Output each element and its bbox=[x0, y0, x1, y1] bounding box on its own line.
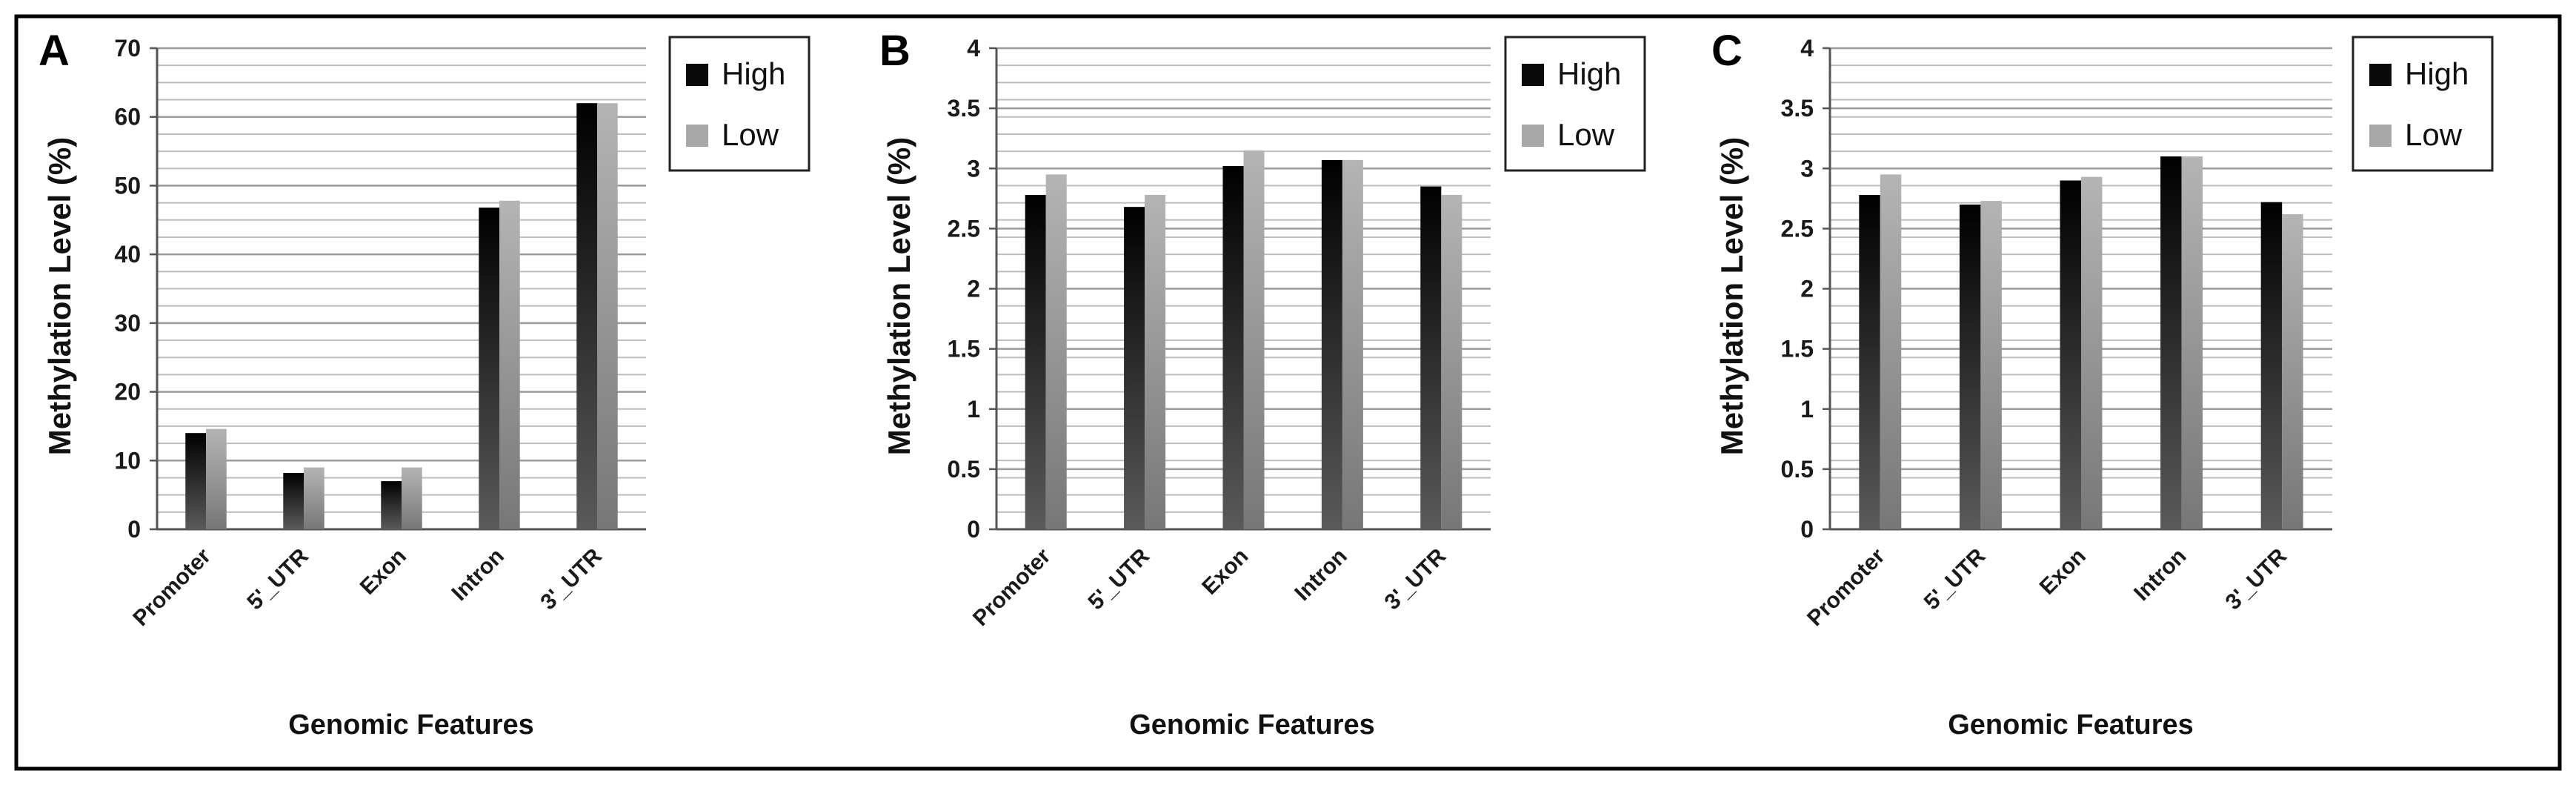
y-tick-label: 4 bbox=[967, 35, 980, 62]
bar-low-3 bbox=[1342, 159, 1363, 529]
y-tick-label: 20 bbox=[114, 379, 141, 405]
bar-high-1 bbox=[1124, 207, 1145, 529]
bar-low-3 bbox=[499, 200, 520, 529]
bar-high-0 bbox=[1859, 194, 1880, 529]
bar-high-3 bbox=[479, 208, 499, 529]
legend-swatch-high bbox=[1522, 64, 1544, 86]
legend-label-low: Low bbox=[2405, 117, 2463, 152]
bar-high-4 bbox=[2260, 202, 2283, 529]
y-tick-label: 0.5 bbox=[948, 456, 980, 483]
panel-label: C bbox=[1711, 27, 1743, 75]
legend-swatch-high bbox=[2369, 64, 2392, 86]
y-tick-label: 4 bbox=[1800, 35, 1814, 62]
y-tick-label: 3.5 bbox=[948, 95, 980, 122]
legend-label-high: High bbox=[722, 56, 785, 91]
legend-swatch-low bbox=[686, 125, 708, 147]
bar-low-2 bbox=[2081, 176, 2103, 530]
bar-low-1 bbox=[304, 467, 325, 529]
x-axis-title: Genomic Features bbox=[1948, 709, 2194, 741]
bar-low-4 bbox=[597, 103, 618, 529]
y-tick-label: 0 bbox=[967, 516, 980, 543]
legend-label-high: High bbox=[1557, 56, 1621, 91]
y-tick-label: 2.5 bbox=[1781, 215, 1814, 242]
y-tick-label: 1.5 bbox=[1781, 336, 1814, 362]
legend: High Low bbox=[668, 36, 811, 172]
y-tick-label: 30 bbox=[114, 310, 141, 337]
x-axis-title: Genomic Features bbox=[288, 709, 534, 741]
panel-label: A bbox=[39, 27, 70, 75]
y-tick-label: 1.5 bbox=[948, 336, 980, 362]
y-tick-label: 40 bbox=[114, 241, 141, 268]
y-tick-label: 2 bbox=[967, 276, 980, 302]
bar-high-0 bbox=[185, 433, 206, 529]
y-axis-title: Methylation Level (%) bbox=[42, 137, 77, 455]
y-tick-label: 0 bbox=[127, 516, 141, 543]
y-tick-label: 1 bbox=[1800, 396, 1814, 423]
legend-box bbox=[668, 36, 811, 172]
legend-box bbox=[1504, 36, 1646, 172]
bar-low-2 bbox=[402, 467, 422, 529]
y-tick-label: 50 bbox=[114, 172, 141, 199]
bar-low-2 bbox=[1243, 150, 1265, 529]
y-tick-label: 60 bbox=[114, 104, 141, 130]
y-axis-title: Methylation Level (%) bbox=[882, 137, 916, 455]
bar-high-0 bbox=[1025, 194, 1046, 529]
bar-high-1 bbox=[1959, 204, 1981, 529]
bar-low-0 bbox=[1045, 174, 1067, 530]
y-tick-label: 3.5 bbox=[1781, 95, 1814, 122]
bar-low-4 bbox=[2282, 213, 2303, 529]
legend-label-low: Low bbox=[722, 117, 779, 152]
y-axis-title: Methylation Level (%) bbox=[1714, 137, 1749, 455]
bar-high-3 bbox=[2160, 156, 2182, 529]
y-tick-label: 1 bbox=[967, 396, 980, 423]
legend-swatch-low bbox=[1522, 125, 1544, 147]
legend-swatch-high bbox=[686, 64, 708, 86]
bar-high-3 bbox=[1321, 159, 1342, 529]
panel-label: B bbox=[879, 27, 911, 75]
bar-low-0 bbox=[206, 428, 227, 529]
y-tick-label: 3 bbox=[1800, 155, 1814, 182]
bar-high-4 bbox=[576, 103, 597, 529]
y-tick-label: 70 bbox=[114, 35, 141, 62]
bar-high-2 bbox=[2060, 180, 2081, 529]
bar-high-1 bbox=[283, 472, 304, 529]
x-axis-title: Genomic Features bbox=[1129, 709, 1375, 741]
bar-low-1 bbox=[1145, 194, 1166, 529]
y-tick-label: 2 bbox=[1800, 276, 1814, 302]
bar-low-4 bbox=[1441, 194, 1462, 529]
y-tick-label: 0.5 bbox=[1781, 456, 1814, 483]
legend-label-high: High bbox=[2405, 56, 2469, 91]
legend: High Low bbox=[1504, 36, 1646, 172]
legend-swatch-low bbox=[2369, 125, 2392, 147]
y-tick-label: 0 bbox=[1800, 516, 1814, 543]
bar-low-3 bbox=[2181, 156, 2203, 529]
y-tick-label: 2.5 bbox=[948, 215, 980, 242]
legend-box bbox=[2352, 36, 2494, 172]
bar-high-2 bbox=[381, 481, 402, 529]
y-tick-label: 3 bbox=[967, 155, 980, 182]
bar-low-1 bbox=[1980, 201, 2002, 529]
legend-label-low: Low bbox=[1557, 117, 1615, 152]
bar-low-0 bbox=[1880, 174, 1902, 530]
y-tick-label: 10 bbox=[114, 447, 141, 474]
legend: High Low bbox=[2352, 36, 2494, 172]
bar-high-2 bbox=[1222, 166, 1244, 529]
bar-high-4 bbox=[1420, 186, 1442, 529]
